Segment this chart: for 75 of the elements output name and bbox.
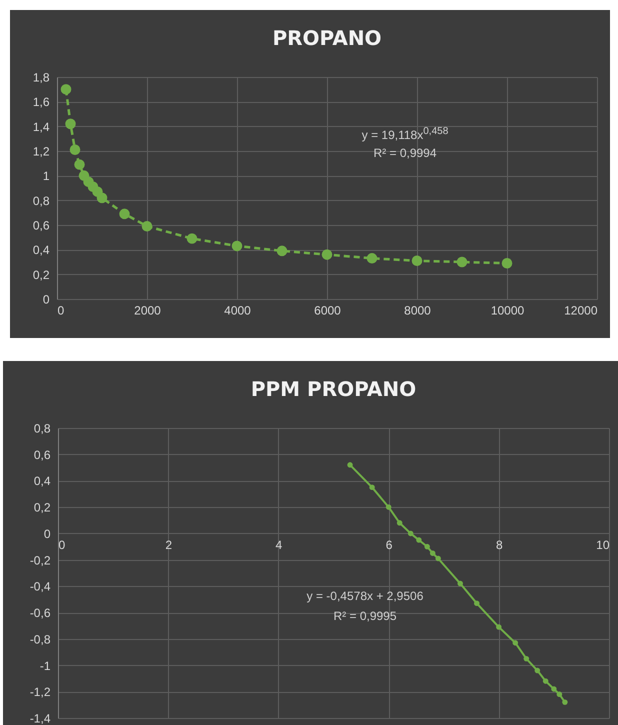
point	[366, 253, 378, 264]
point	[396, 520, 402, 526]
point	[456, 256, 468, 268]
annotation: R² = 0,9994	[373, 146, 437, 160]
y-tick-label: -0,6	[30, 606, 51, 620]
point	[551, 686, 557, 692]
point	[556, 692, 562, 698]
x-tick-label: 0	[58, 538, 66, 552]
annotation: y = -0,4578x + 2,9506	[306, 589, 424, 603]
y-tick-label: 0,6	[34, 448, 51, 462]
point	[524, 656, 530, 662]
x-tick-label: 8000	[404, 304, 432, 318]
x-tick-label: 10000	[490, 304, 525, 318]
point	[416, 537, 422, 543]
point	[142, 221, 152, 232]
point	[435, 556, 441, 562]
point	[424, 544, 430, 550]
y-tick-label: 1,4	[32, 120, 50, 134]
point	[457, 580, 463, 586]
point	[119, 208, 130, 220]
y-tick-label: 1,2	[32, 144, 50, 158]
x-tick-label: 0	[58, 304, 64, 318]
point	[60, 84, 72, 95]
y-tick-label: -1,4	[30, 712, 51, 725]
y-tick-label: -1	[40, 658, 51, 673]
chart-title: PPM PROPANO	[250, 377, 416, 401]
point	[412, 256, 422, 266]
y-tick-label: 0,2	[34, 500, 51, 515]
y-tick-label: 0,4	[32, 243, 50, 258]
y-tick-label: 0	[44, 526, 51, 541]
y-tick-label: -1,2	[30, 685, 51, 700]
point	[65, 118, 76, 130]
point	[386, 504, 392, 510]
y-tick-label: 0,8	[34, 422, 51, 436]
point	[232, 240, 242, 252]
x-tick-label: 10	[596, 538, 610, 552]
y-tick-label: -0,2	[30, 553, 51, 568]
point	[70, 144, 80, 155]
y-tick-label: -0,8	[30, 632, 51, 646]
y-tick-label: 0,4	[34, 474, 51, 488]
point	[430, 550, 436, 556]
point	[474, 600, 480, 606]
annotation: R² = 0,9995	[333, 609, 397, 623]
point	[74, 159, 85, 170]
y-tick-label: 0,6	[32, 218, 50, 232]
y-tick-label: 1,6	[32, 95, 50, 110]
x-tick-label: 2000	[134, 304, 162, 318]
x-tick-label: 4	[276, 538, 283, 552]
y-tick-label: 0,8	[32, 194, 50, 208]
point	[186, 233, 198, 244]
point	[512, 640, 518, 646]
annotation: y = 19,118x$^{0,458}$	[362, 126, 448, 142]
point	[496, 624, 502, 630]
point	[276, 246, 288, 256]
x-tick-label: 12000	[564, 304, 598, 318]
point	[534, 668, 540, 674]
chart-title: PROPANO	[272, 26, 382, 50]
point	[542, 678, 548, 684]
y-tick-label: 0	[42, 292, 50, 306]
y-tick-label: 0,2	[32, 268, 50, 282]
point	[322, 249, 332, 260]
point	[408, 530, 414, 536]
y-tick-label: -0,4	[30, 580, 51, 594]
point	[96, 192, 108, 204]
point	[502, 258, 512, 268]
y-tick-label: 1,8	[32, 70, 50, 84]
x-tick-label: 4000	[224, 304, 252, 318]
point	[347, 462, 353, 468]
x-tick-label: 2	[165, 538, 172, 552]
x-tick-label: 6	[386, 538, 393, 552]
point	[369, 484, 375, 490]
point	[562, 699, 568, 705]
y-tick-label: 1	[42, 169, 50, 184]
x-tick-label: 8	[496, 538, 503, 552]
x-tick-label: 6000	[314, 304, 342, 318]
